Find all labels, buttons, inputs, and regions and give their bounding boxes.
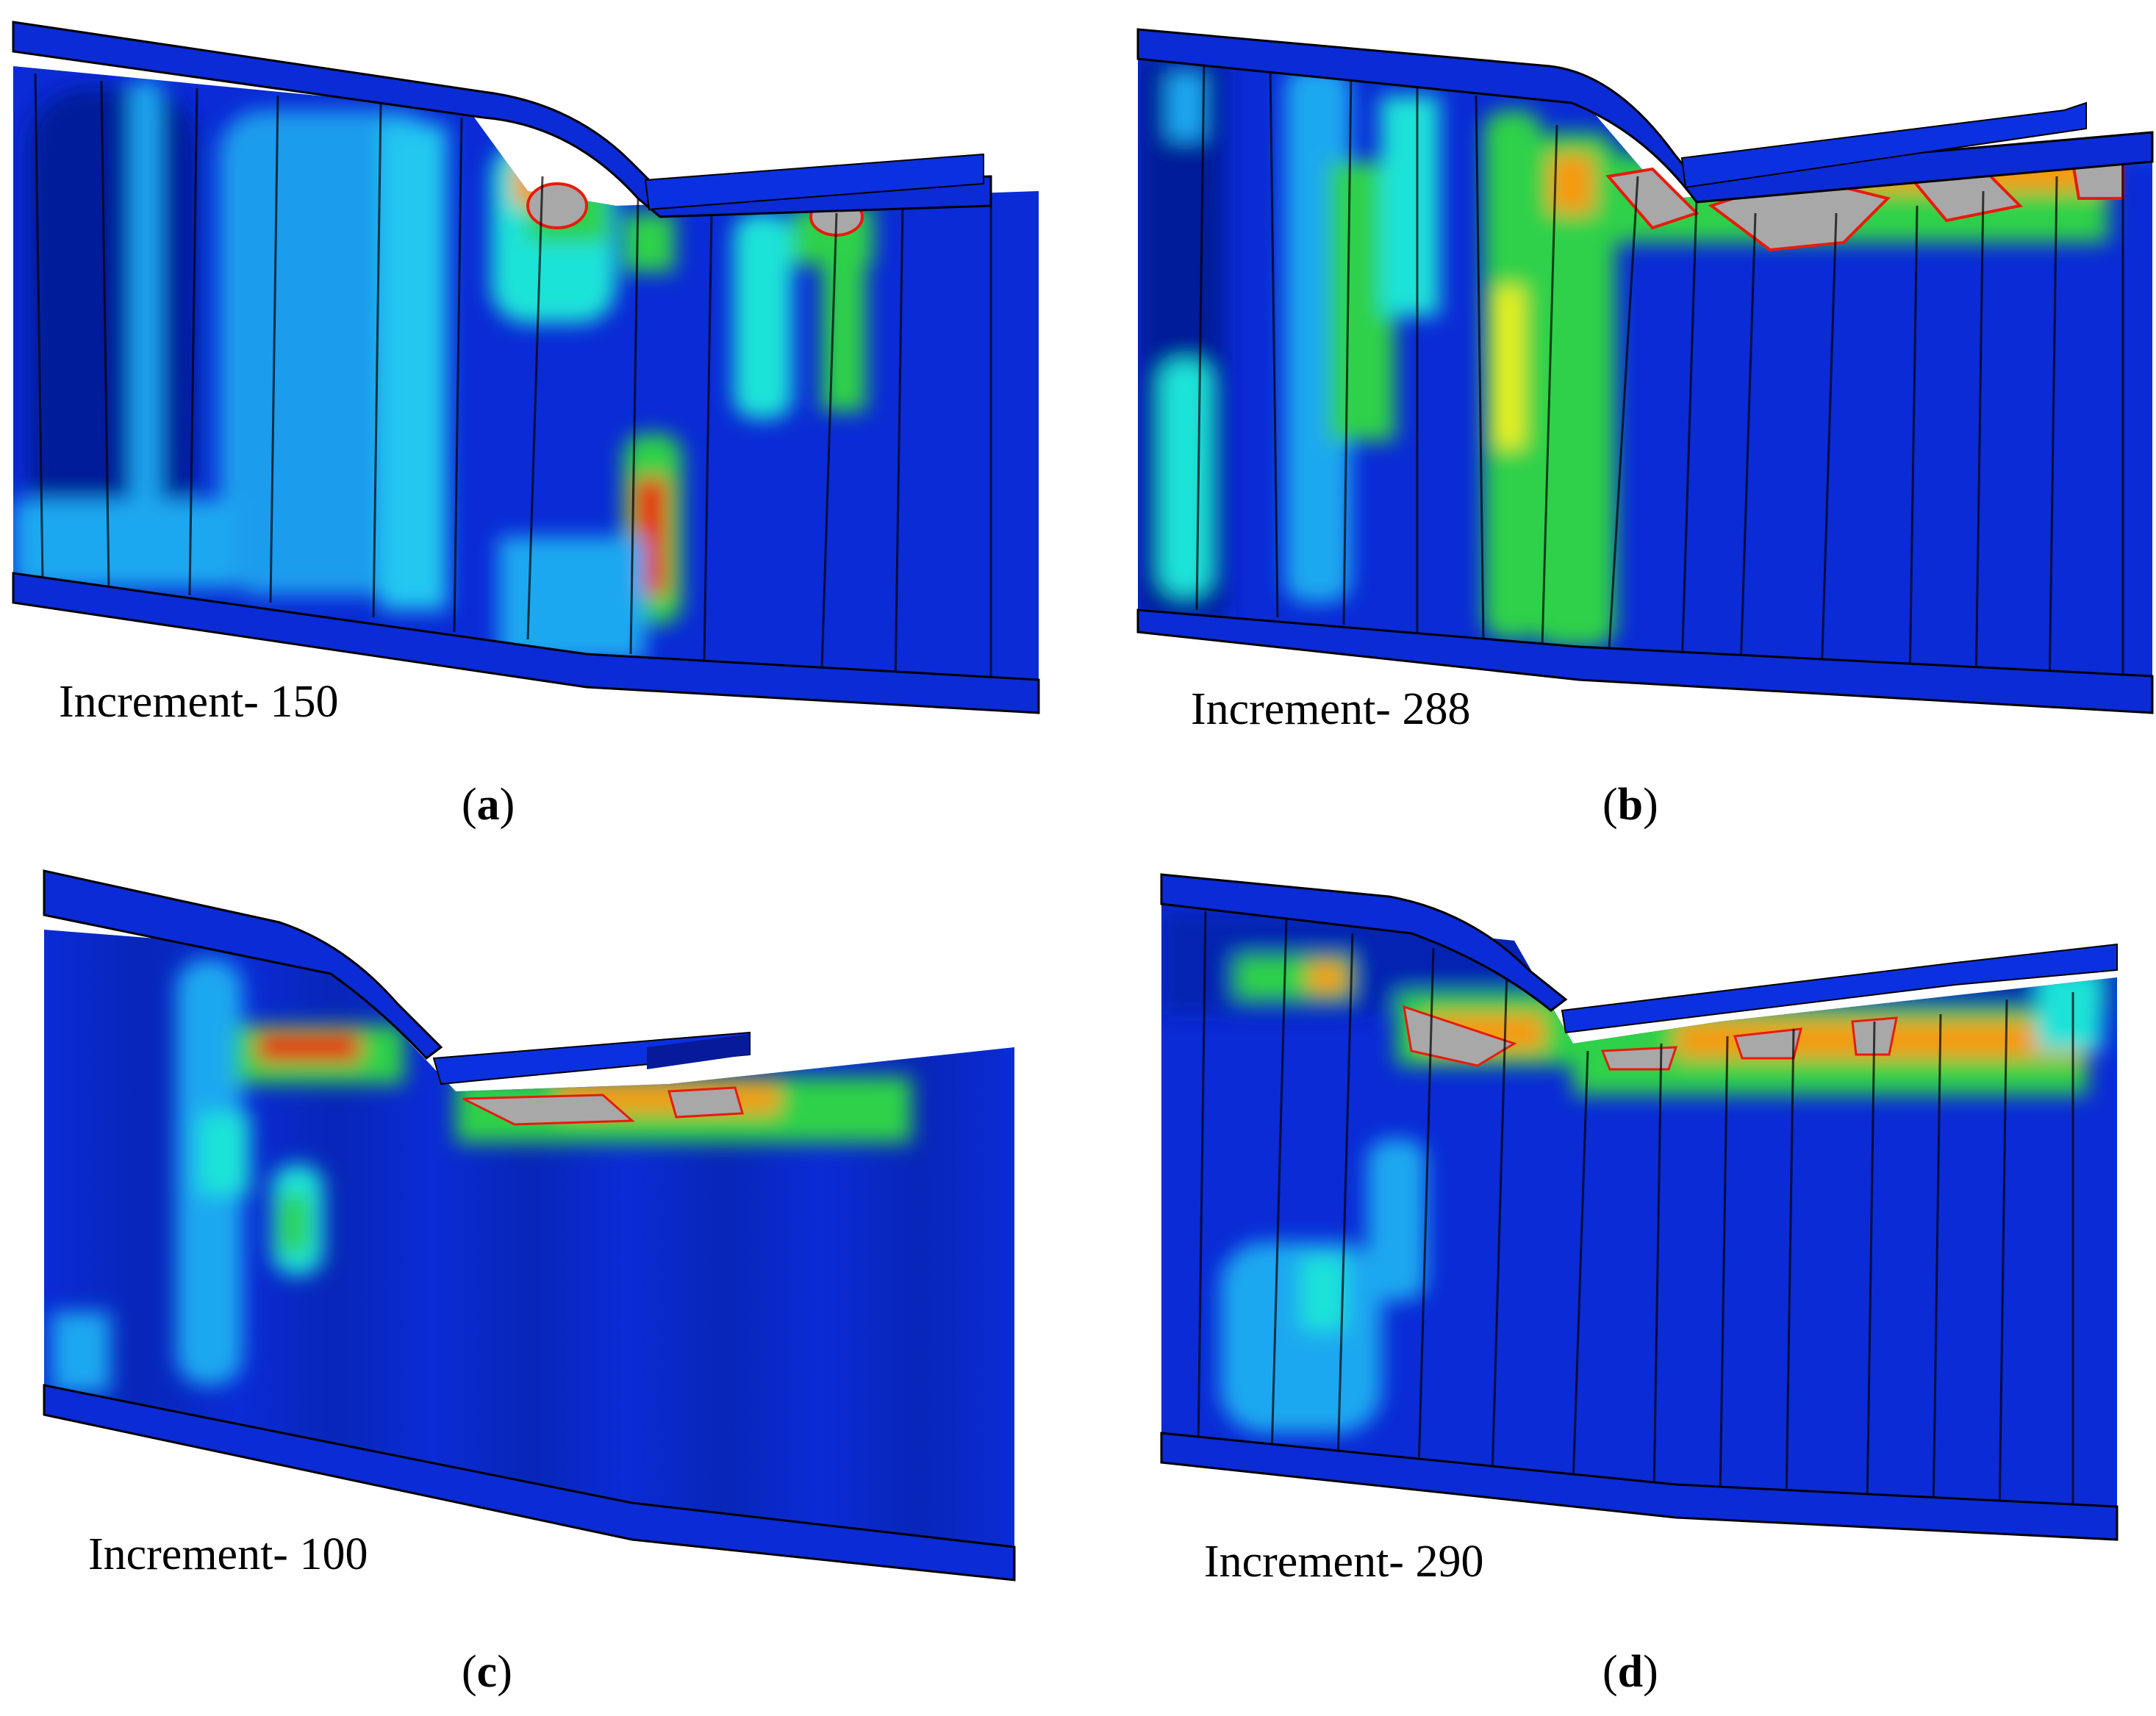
panel-c: Increment- 100 [43,869,1022,1591]
caption-c: (c) [462,1647,512,1697]
caption-a: (a) [462,780,515,830]
fea-contour-plot-c [43,869,1016,1582]
caption-d: (d) [1602,1647,1658,1697]
increment-label: Increment- 100 [88,1529,368,1579]
increment-label: Increment- 290 [1204,1537,1484,1587]
caption-b: (b) [1602,780,1658,830]
fea-contour-plot-a [12,21,1040,714]
panel-a: Increment- 150 [12,21,1042,727]
panel-b: Increment- 288 [1136,28,2154,734]
increment-label: Increment- 150 [59,677,339,727]
panel-d: Increment- 290 [1160,873,2119,1595]
fea-contour-plot-d [1160,873,2119,1541]
increment-label: Increment- 288 [1191,684,1471,734]
fea-contour-plot-b [1136,28,2154,714]
